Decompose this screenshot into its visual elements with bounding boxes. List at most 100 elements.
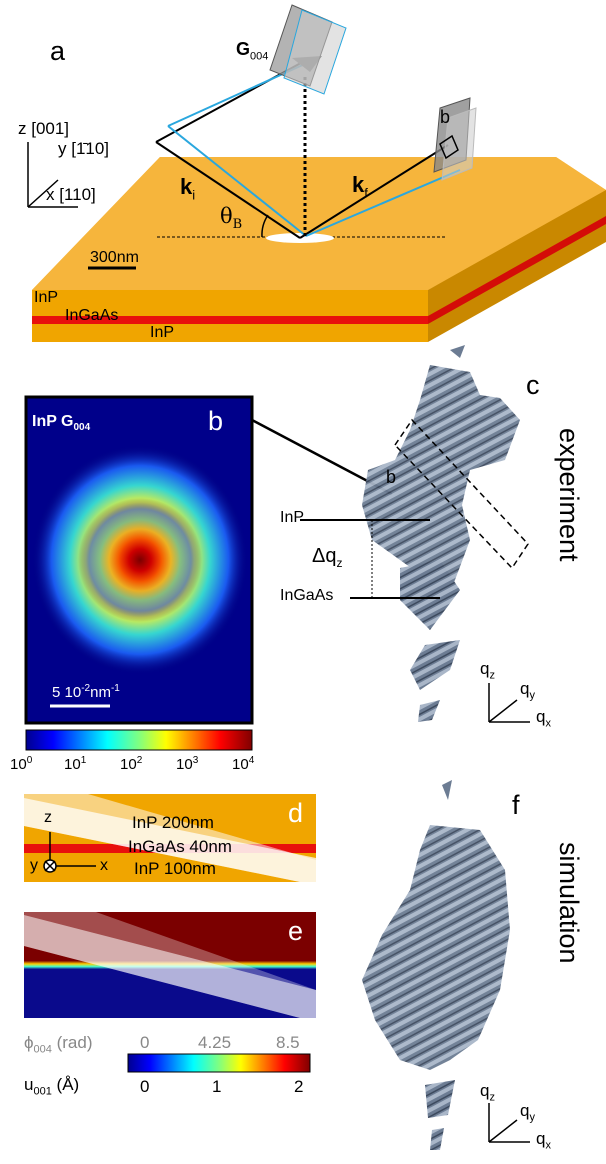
ki-label: ki bbox=[180, 174, 196, 203]
panel-d-axis-x: x bbox=[100, 857, 108, 874]
g-letter: G bbox=[236, 39, 251, 59]
panel-d-axis-y: y bbox=[30, 857, 38, 874]
colorbar-tick-2: 102 bbox=[120, 755, 143, 773]
panel-b-title: InP G004 bbox=[32, 414, 90, 433]
f-qz-sub: z bbox=[489, 1091, 495, 1104]
u-text: u bbox=[24, 1075, 34, 1094]
panel-b-scale-label: 5 10-2nm-1 bbox=[52, 683, 120, 701]
layer-inp-bottom: InP bbox=[150, 324, 175, 341]
scale-unit-exp: -1 bbox=[110, 683, 120, 694]
u-sub: 001 bbox=[33, 1085, 52, 1098]
panel-label-c: c bbox=[526, 370, 540, 400]
kf-letter: k bbox=[352, 172, 365, 197]
scale-exp: -2 bbox=[81, 683, 91, 694]
tick2-base: 10 bbox=[120, 756, 137, 773]
phi-label: ϕ004 (rad) bbox=[24, 1034, 93, 1055]
theta-sub: B bbox=[232, 217, 243, 233]
panel-label-a: a bbox=[50, 36, 66, 66]
g-sub: 004 bbox=[250, 50, 269, 63]
ki-sub: i bbox=[192, 187, 196, 203]
kf-detector bbox=[433, 97, 477, 181]
panel-e-colorbar bbox=[127, 1053, 311, 1073]
panel-d-axis-z: z bbox=[44, 809, 52, 826]
phi-tick-1: 4.25 bbox=[198, 1033, 232, 1052]
panel-d-inp-top: InP 200nm bbox=[132, 813, 214, 832]
panel-e-phase-map bbox=[24, 912, 316, 1018]
phi-sub: 004 bbox=[33, 1043, 52, 1056]
layer-ingaas: InGaAs bbox=[65, 307, 119, 324]
phi-text: ϕ bbox=[24, 1033, 34, 1052]
g-vector-label: G004 bbox=[236, 40, 268, 63]
panel-c-qz: qz bbox=[480, 660, 495, 681]
theta-letter: θ bbox=[220, 204, 233, 228]
u-tick-2: 2 bbox=[294, 1077, 304, 1096]
tick1-exp: 1 bbox=[80, 755, 87, 766]
axis-y-label: y [1̄10] bbox=[58, 139, 110, 158]
theta-b-label: θB bbox=[220, 204, 243, 233]
u-label: u001 (Å) bbox=[24, 1076, 79, 1097]
u-tick-1: 1 bbox=[212, 1077, 222, 1096]
box-b-label: b bbox=[386, 467, 397, 487]
axis-x-label: x [110] bbox=[46, 185, 96, 204]
panel-f-axes bbox=[488, 1103, 530, 1143]
panel-label-b: b bbox=[208, 406, 224, 436]
g004-detector bbox=[269, 4, 347, 95]
ki-letter: k bbox=[180, 174, 193, 199]
c-qz-text: q bbox=[480, 659, 490, 678]
detector-b-label: b bbox=[440, 107, 451, 127]
tick0-exp: 0 bbox=[26, 755, 33, 766]
tick1-base: 10 bbox=[64, 756, 81, 773]
panel-label-e: e bbox=[288, 916, 304, 946]
colorbar-tick-3: 103 bbox=[176, 755, 199, 773]
panel-b-colorbar bbox=[25, 729, 253, 751]
u-unit: (Å) bbox=[51, 1075, 80, 1094]
f-qx-text: q bbox=[536, 1129, 546, 1148]
colorbar-tick-4: 104 bbox=[232, 755, 255, 773]
panel-b-title-sub: 004 bbox=[73, 422, 91, 434]
tick4-exp: 4 bbox=[248, 755, 255, 766]
delta-q-text: Δq bbox=[312, 545, 337, 567]
experiment-label: experiment bbox=[554, 428, 584, 562]
colorbar-tick-0: 100 bbox=[10, 755, 33, 773]
layer-inp-top: InP bbox=[34, 289, 59, 306]
kf-sub: f bbox=[364, 185, 368, 201]
panel-c-ingaas: InGaAs bbox=[280, 587, 334, 604]
scale-unit: nm bbox=[90, 684, 111, 701]
scale-text: 5 10 bbox=[52, 684, 82, 701]
delta-q-sub: z bbox=[336, 556, 343, 570]
panel-d-sample bbox=[24, 794, 316, 882]
panel-c-inp: InP bbox=[280, 509, 305, 526]
panel-c-qy: qy bbox=[520, 680, 535, 701]
tick2-exp: 2 bbox=[136, 755, 143, 766]
panel-d-ingaas: InGaAs 40nm bbox=[128, 837, 232, 856]
tick0-base: 10 bbox=[10, 756, 27, 773]
f-qx-sub: x bbox=[545, 1139, 551, 1152]
c-qx-sub: x bbox=[545, 717, 551, 730]
panel-label-f: f bbox=[512, 790, 520, 820]
tick4-base: 10 bbox=[232, 756, 249, 773]
axis-z-label: z [001] bbox=[18, 119, 70, 138]
tick3-exp: 3 bbox=[192, 755, 199, 766]
panel-b-title-text: InP G bbox=[32, 413, 74, 430]
c-qx-text: q bbox=[536, 707, 546, 726]
u-tick-0: 0 bbox=[140, 1077, 150, 1096]
phi-unit: (rad) bbox=[51, 1033, 93, 1052]
phi-tick-2: 8.5 bbox=[276, 1033, 300, 1052]
scale-bar-label: 300nm bbox=[90, 249, 139, 266]
c-qz-sub: z bbox=[489, 669, 495, 682]
panel-b-map bbox=[24, 395, 254, 725]
phi-tick-0: 0 bbox=[140, 1033, 150, 1052]
panel-f-qx: qx bbox=[536, 1130, 551, 1151]
f-qy-text: q bbox=[520, 1101, 530, 1120]
panel-a-axes bbox=[27, 142, 78, 208]
simulation-label: simulation bbox=[554, 842, 584, 964]
panel-f-isosurface bbox=[362, 780, 510, 1150]
panel-label-d: d bbox=[288, 798, 304, 828]
kf-label: kf bbox=[352, 172, 368, 201]
c-qy-text: q bbox=[520, 679, 530, 698]
tick3-base: 10 bbox=[176, 756, 193, 773]
colorbar-tick-1: 101 bbox=[64, 755, 87, 773]
panel-c-qx: qx bbox=[536, 708, 551, 729]
sample-slab bbox=[32, 157, 606, 342]
delta-qz-label: Δqz bbox=[312, 546, 342, 569]
